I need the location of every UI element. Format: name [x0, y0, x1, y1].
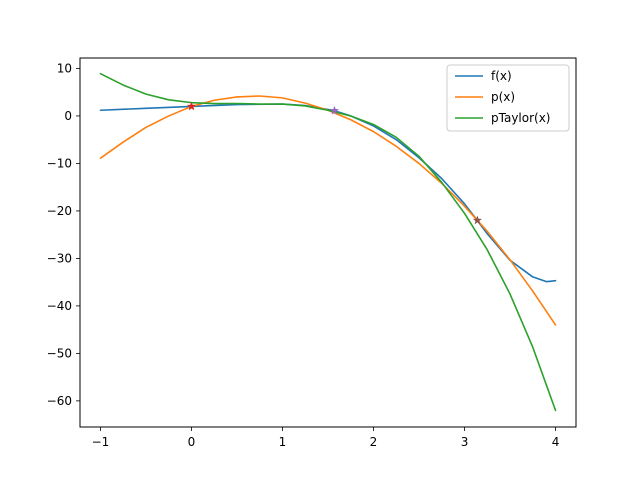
y-axis: 10 0 −10 −20 −30 −40 −50 −60 — [47, 61, 80, 408]
y-tick-label-0: 10 — [57, 61, 72, 75]
y-tick-label-7: −60 — [47, 394, 72, 408]
plot-frame — [79, 57, 577, 428]
marker-star-1 — [329, 105, 340, 115]
marker-layer — [186, 101, 483, 225]
y-tick-label-1: 0 — [64, 109, 72, 123]
series-line-2 — [99, 72, 557, 412]
y-tick-label-4: −30 — [47, 251, 72, 265]
legend: f(x) p(x) pTaylor(x) — [446, 64, 570, 132]
x-tick-label-2: 1 — [279, 435, 287, 449]
legend-label-1: p(x) — [491, 90, 515, 104]
x-tick-label-4: 3 — [461, 435, 469, 449]
x-axis: −1 0 1 2 3 4 — [92, 427, 560, 449]
y-tick-label-6: −50 — [47, 346, 72, 360]
marker-star-2 — [472, 215, 483, 225]
legend-label-0: f(x) — [491, 69, 512, 83]
marker-star-0 — [186, 101, 197, 111]
legend-box — [446, 64, 570, 132]
legend-label-2: pTaylor(x) — [491, 111, 551, 125]
y-tick-label-3: −20 — [47, 204, 72, 218]
y-tick-label-2: −10 — [47, 156, 72, 170]
y-tick-label-5: −40 — [47, 299, 72, 313]
x-tick-label-0: −1 — [92, 435, 110, 449]
x-tick-label-3: 2 — [370, 435, 378, 449]
x-tick-label-5: 4 — [552, 435, 560, 449]
x-tick-label-1: 0 — [188, 435, 196, 449]
